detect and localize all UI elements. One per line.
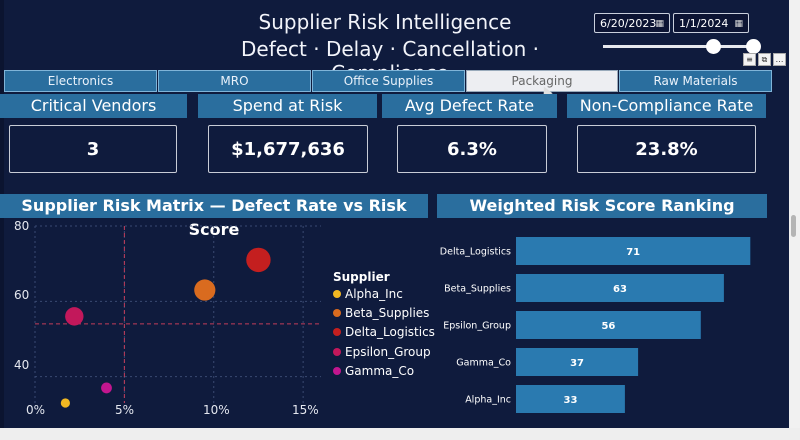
kpi-critical-vendors-value: 3 <box>9 125 177 173</box>
bar-value-label: 37 <box>570 358 584 369</box>
bar-value-label: 63 <box>613 284 627 295</box>
legend-item[interactable]: Delta_Logistics <box>333 324 435 340</box>
kpi-spend-at-risk-value: $1,677,636 <box>208 125 368 173</box>
legend-dot <box>333 289 341 298</box>
calendar-icon[interactable]: ▦ <box>734 19 743 29</box>
legend-label: Beta_Supplies <box>345 306 430 320</box>
risk-ranking-title: Weighted Risk Score Ranking <box>437 194 767 218</box>
left-edge <box>0 0 4 440</box>
legend-item[interactable]: Beta_Supplies <box>333 305 429 321</box>
slider-end-handle[interactable] <box>746 39 761 54</box>
calendar-icon[interactable]: ▦ <box>655 19 664 29</box>
bar-category-label: Beta_Supplies <box>444 284 511 295</box>
bar <box>516 311 701 339</box>
risk-matrix-chart <box>34 225 321 408</box>
bar-value-label: 56 <box>601 321 615 332</box>
legend-dot <box>333 366 341 375</box>
bar-category-label: Epsilon_Group <box>443 321 511 332</box>
filter-icon[interactable]: ≡ <box>743 53 756 66</box>
bar-value-label: 33 <box>563 395 577 406</box>
x-axis-tick: 0% <box>26 403 46 417</box>
tab-raw-materials[interactable]: Raw Materials <box>619 70 772 92</box>
y-axis-tick: 80 <box>14 219 30 233</box>
scatter-point <box>246 247 271 273</box>
legend-label: Delta_Logistics <box>345 325 435 339</box>
start-date-input[interactable]: 6/20/2023 ▦ <box>594 13 670 33</box>
legend-item[interactable]: Epsilon_Group <box>333 344 431 360</box>
bar <box>516 274 724 302</box>
vertical-scrollbar[interactable] <box>789 0 800 428</box>
scatter-point <box>101 382 112 394</box>
bar <box>516 385 625 413</box>
legend-title: Supplier <box>333 270 390 284</box>
end-date-input[interactable]: 1/1/2024 ▦ <box>673 13 749 33</box>
legend-dot <box>333 308 341 317</box>
tab-mro[interactable]: MRO <box>158 70 311 92</box>
start-date-value: 6/20/2023 <box>600 17 657 30</box>
focus-mode-icon[interactable]: ⧉ <box>758 53 771 66</box>
kpi-avg-defect-rate-label: Avg Defect Rate <box>382 94 557 118</box>
status-bar <box>0 428 800 440</box>
kpi-spend-at-risk-label: Spend at Risk <box>198 94 377 118</box>
risk-ranking-chart: Delta_Logistics 71 Beta_Supplies 63 Epsilon_… <box>440 237 751 413</box>
legend-item[interactable]: Alpha_Inc <box>333 286 403 302</box>
scatter-point <box>60 398 70 408</box>
legend-item[interactable]: Gamma_Co <box>333 363 414 379</box>
more-options-icon[interactable]: … <box>773 53 786 66</box>
legend-dot <box>333 327 341 336</box>
tab-packaging[interactable]: Packaging <box>466 70 618 92</box>
kpi-avg-defect-rate-value: 6.3% <box>397 125 547 173</box>
scatter-point <box>65 307 84 326</box>
y-axis-tick: 40 <box>14 358 30 372</box>
scrollbar-thumb[interactable] <box>791 215 796 237</box>
kpi-non-compliance-rate-label: Non-Compliance Rate <box>567 94 766 118</box>
kpi-non-compliance-rate-value: 23.8% <box>577 125 756 173</box>
scatter-point <box>194 279 216 301</box>
tab-office-supplies[interactable]: Office Supplies <box>312 70 465 92</box>
date-range-slider[interactable] <box>603 45 755 48</box>
bar-value-label: 71 <box>626 247 640 258</box>
legend-dot <box>333 347 341 356</box>
page-title: Supplier Risk Intelligence <box>258 10 512 34</box>
bar-category-label: Delta_Logistics <box>440 247 511 258</box>
kpi-critical-vendors-label: Critical Vendors <box>0 94 187 118</box>
legend-label: Gamma_Co <box>345 364 415 378</box>
x-axis-tick: 5% <box>115 403 135 417</box>
legend-label: Alpha_Inc <box>345 287 403 301</box>
legend-label: Epsilon_Group <box>345 345 431 359</box>
y-axis-tick: 60 <box>14 288 30 302</box>
bar <box>516 348 639 376</box>
x-axis-tick: 15% <box>292 403 319 417</box>
end-date-value: 1/1/2024 <box>679 17 729 30</box>
bar-category-label: Alpha_Inc <box>465 395 511 406</box>
tab-electronics[interactable]: Electronics <box>4 70 157 92</box>
bar-category-label: Gamma_Co <box>456 358 511 369</box>
x-axis-tick: 10% <box>203 403 230 417</box>
bar <box>516 237 751 265</box>
risk-matrix-title: Supplier Risk Matrix — Defect Rate vs Ri… <box>0 194 428 239</box>
slider-start-handle[interactable] <box>706 39 721 54</box>
